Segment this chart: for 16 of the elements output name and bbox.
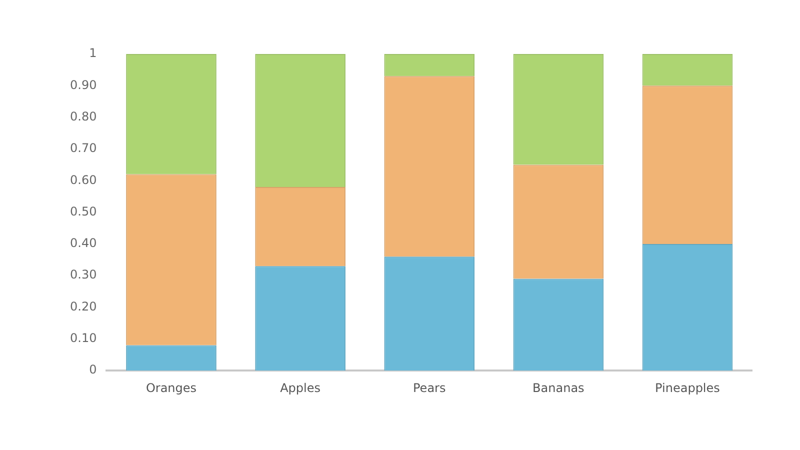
y-tick-label: 1 <box>89 46 97 60</box>
x-tick-label: Apples <box>280 380 321 395</box>
x-tick-label: Oranges <box>146 380 197 395</box>
x-tick-label: Pears <box>412 380 446 395</box>
y-tick-label: 0.40 <box>70 236 97 250</box>
y-tick-label: 0.90 <box>70 78 97 92</box>
y-tick-label: 0.10 <box>70 331 97 346</box>
y-tick-label: 0.50 <box>70 204 97 218</box>
y-tick-label: 0.80 <box>70 109 97 124</box>
x-tick-label: Bananas <box>532 380 584 395</box>
y-tick-label: 0.20 <box>70 299 97 314</box>
y-tick-label: 0.70 <box>70 141 97 156</box>
y-tick-label: 0.30 <box>70 268 97 282</box>
y-tick-label: 0 <box>89 362 97 377</box>
x-tick-label: Pineapples <box>655 380 720 395</box>
y-tick-label: 0.60 <box>70 172 97 187</box>
